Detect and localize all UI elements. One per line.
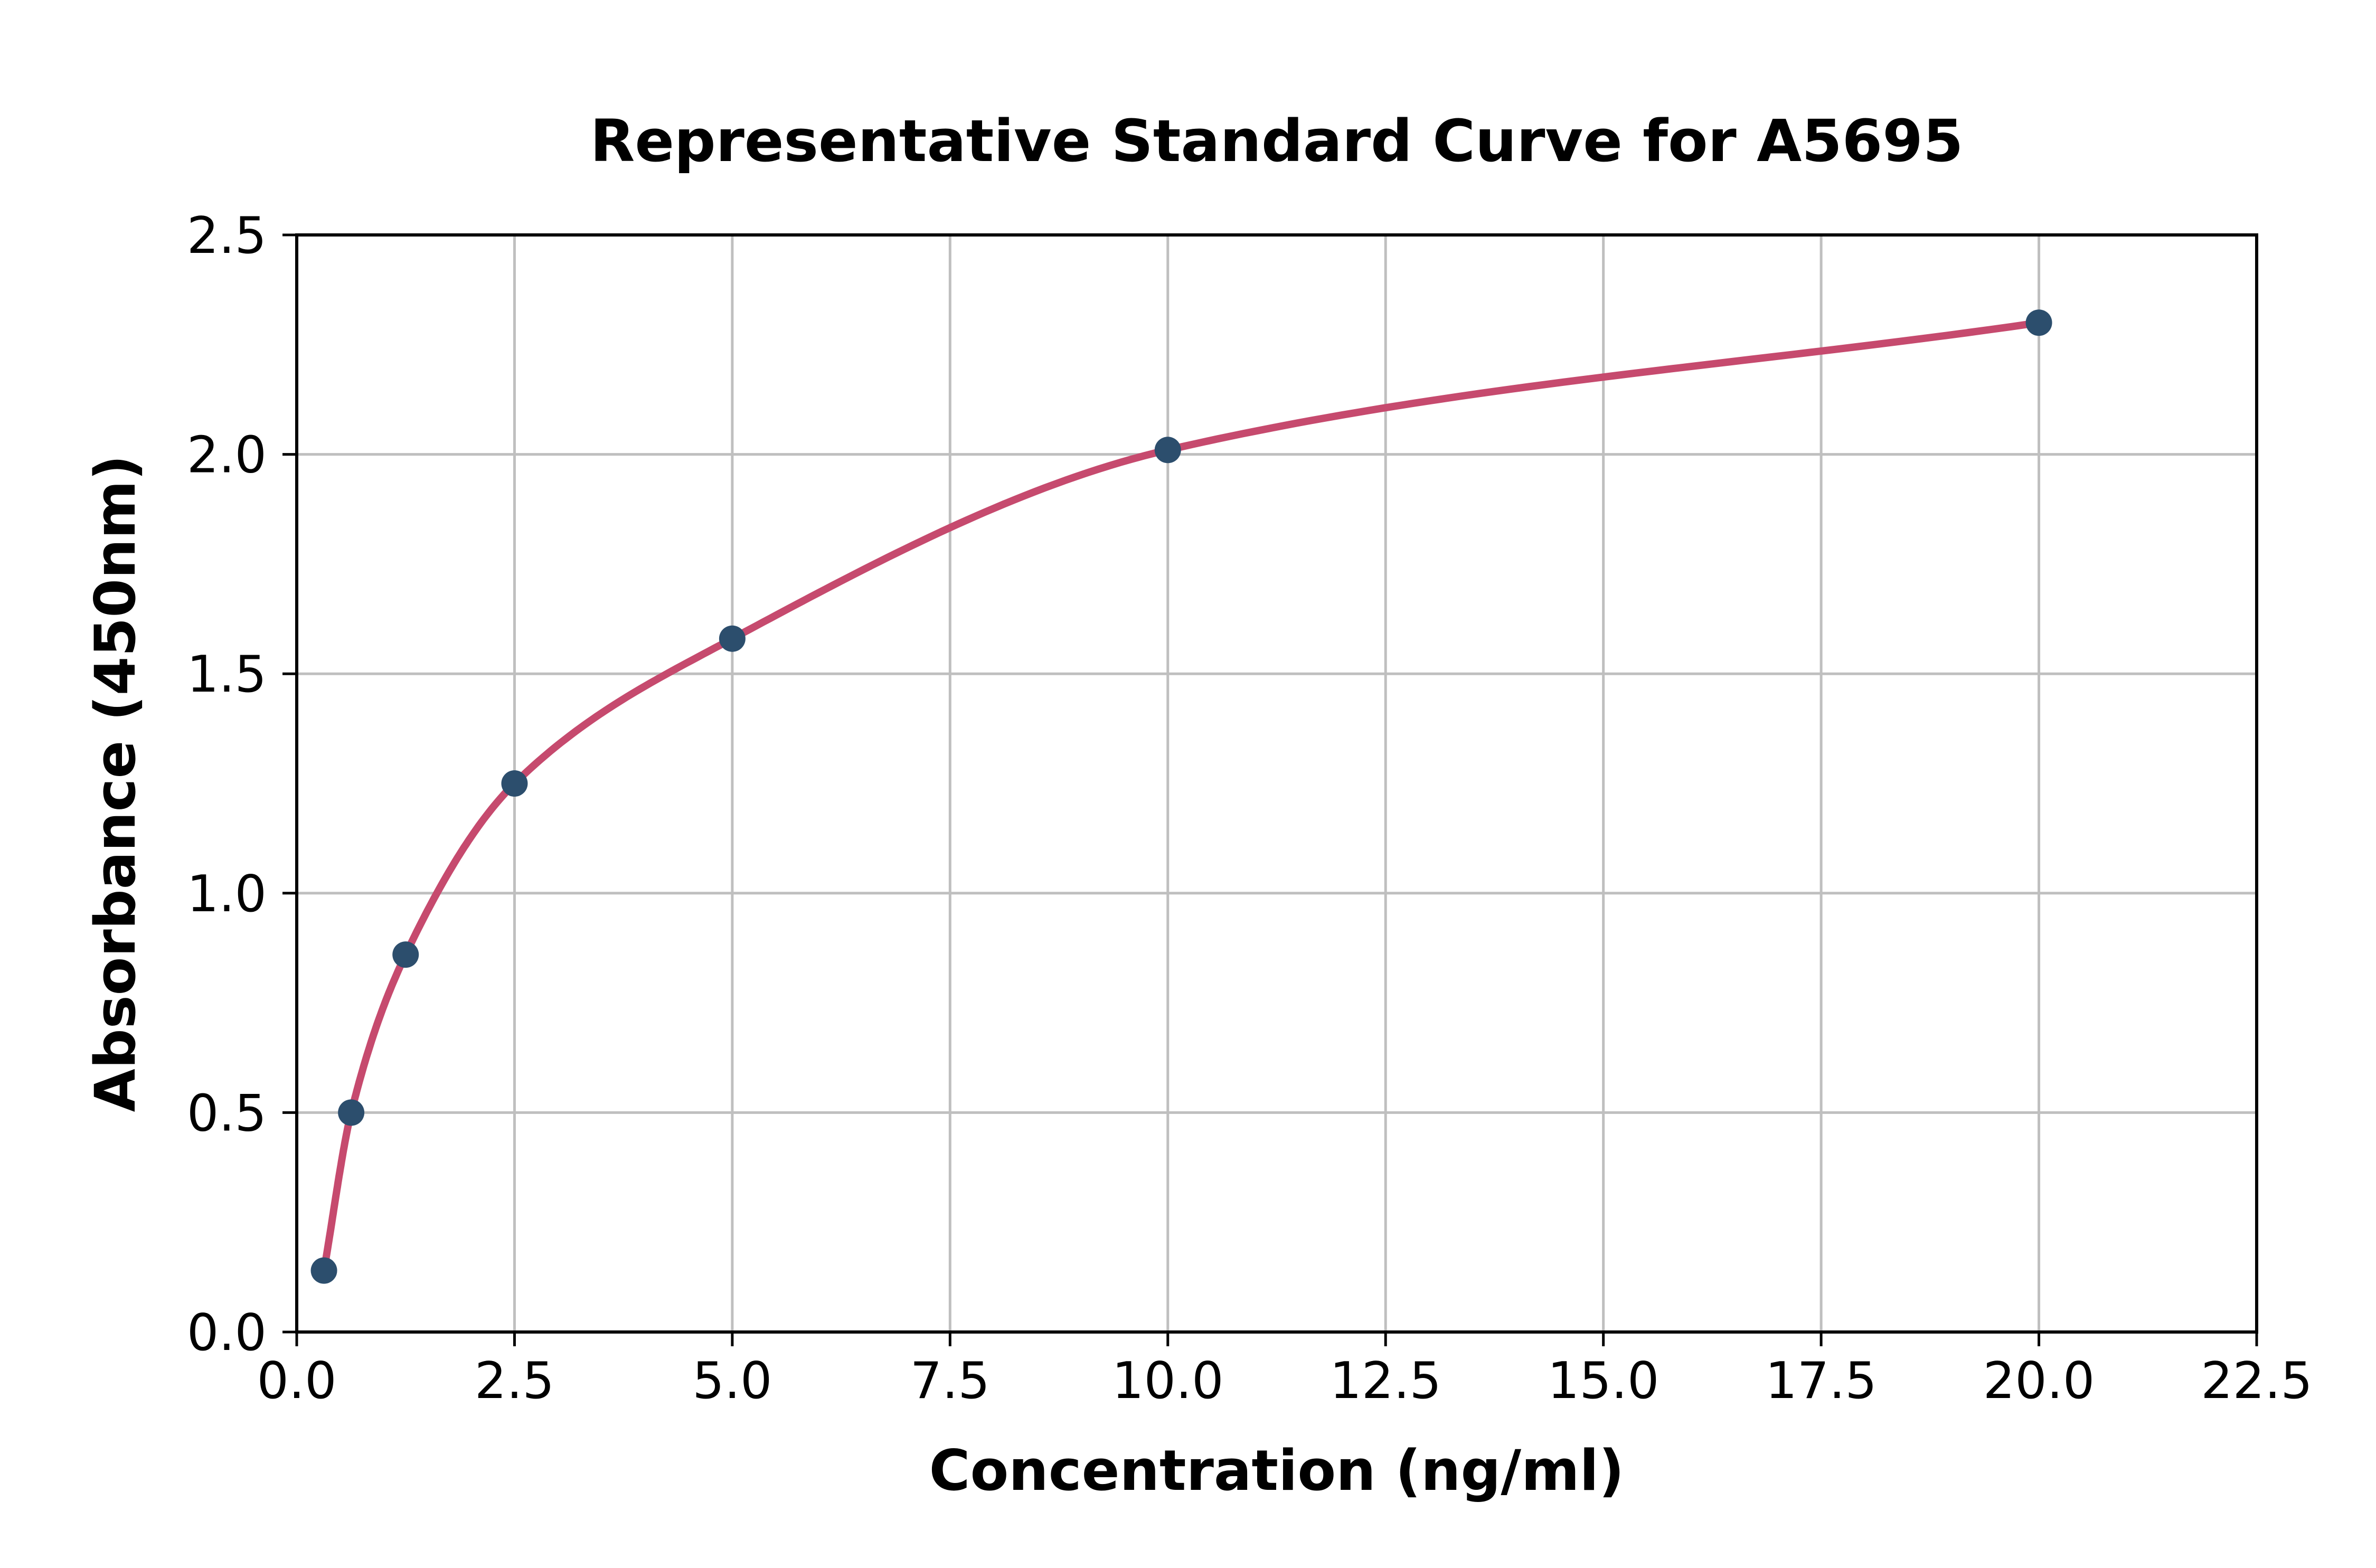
x-tick-label: 2.5 xyxy=(475,1352,554,1410)
x-tick-label: 7.5 xyxy=(910,1352,990,1410)
x-tick-label: 22.5 xyxy=(2201,1352,2313,1410)
data-point-marker xyxy=(310,1257,337,1284)
x-axis-label: Concentration (ng/ml) xyxy=(929,1438,1625,1503)
x-tick-label: 20.0 xyxy=(1983,1352,2095,1410)
data-point-marker xyxy=(2025,309,2052,336)
data-points xyxy=(310,309,2052,1284)
x-tick-label: 10.0 xyxy=(1112,1352,1224,1410)
x-tick-label: 0.0 xyxy=(257,1352,336,1410)
x-tick-label: 12.5 xyxy=(1330,1352,1441,1410)
x-tick-label: 15.0 xyxy=(1548,1352,1660,1410)
y-tick-label: 1.5 xyxy=(187,646,267,704)
x-tick-label: 5.0 xyxy=(692,1352,772,1410)
y-tick-label: 0.5 xyxy=(187,1084,267,1142)
y-tick-label: 0.0 xyxy=(187,1304,267,1362)
x-tick-labels: 0.0 2.5 5.0 7.5 10.0 12.5 15.0 17.5 20.0 22.5 xyxy=(257,1352,2312,1410)
fit-curve xyxy=(320,319,2043,1274)
x-tick-label: 17.5 xyxy=(1765,1352,1877,1410)
chart-title: Representative Standard Curve for A5695 xyxy=(590,107,1964,175)
y-axis-label: Absorbance (450nm) xyxy=(83,455,148,1112)
data-point-marker xyxy=(501,770,528,797)
y-tick-labels: 0.0 0.5 1.0 1.5 2.0 2.5 xyxy=(187,207,267,1362)
gridlines xyxy=(297,235,2257,1332)
y-tick-label: 1.0 xyxy=(187,865,267,923)
y-tick-label: 2.5 xyxy=(187,207,267,265)
data-point-marker xyxy=(338,1099,365,1126)
data-point-marker xyxy=(392,941,419,968)
data-point-marker xyxy=(1154,437,1181,464)
data-point-marker xyxy=(719,625,746,652)
plot-border xyxy=(295,233,2258,1334)
tick-marks xyxy=(282,233,2258,1346)
y-tick-label: 2.0 xyxy=(187,427,267,485)
